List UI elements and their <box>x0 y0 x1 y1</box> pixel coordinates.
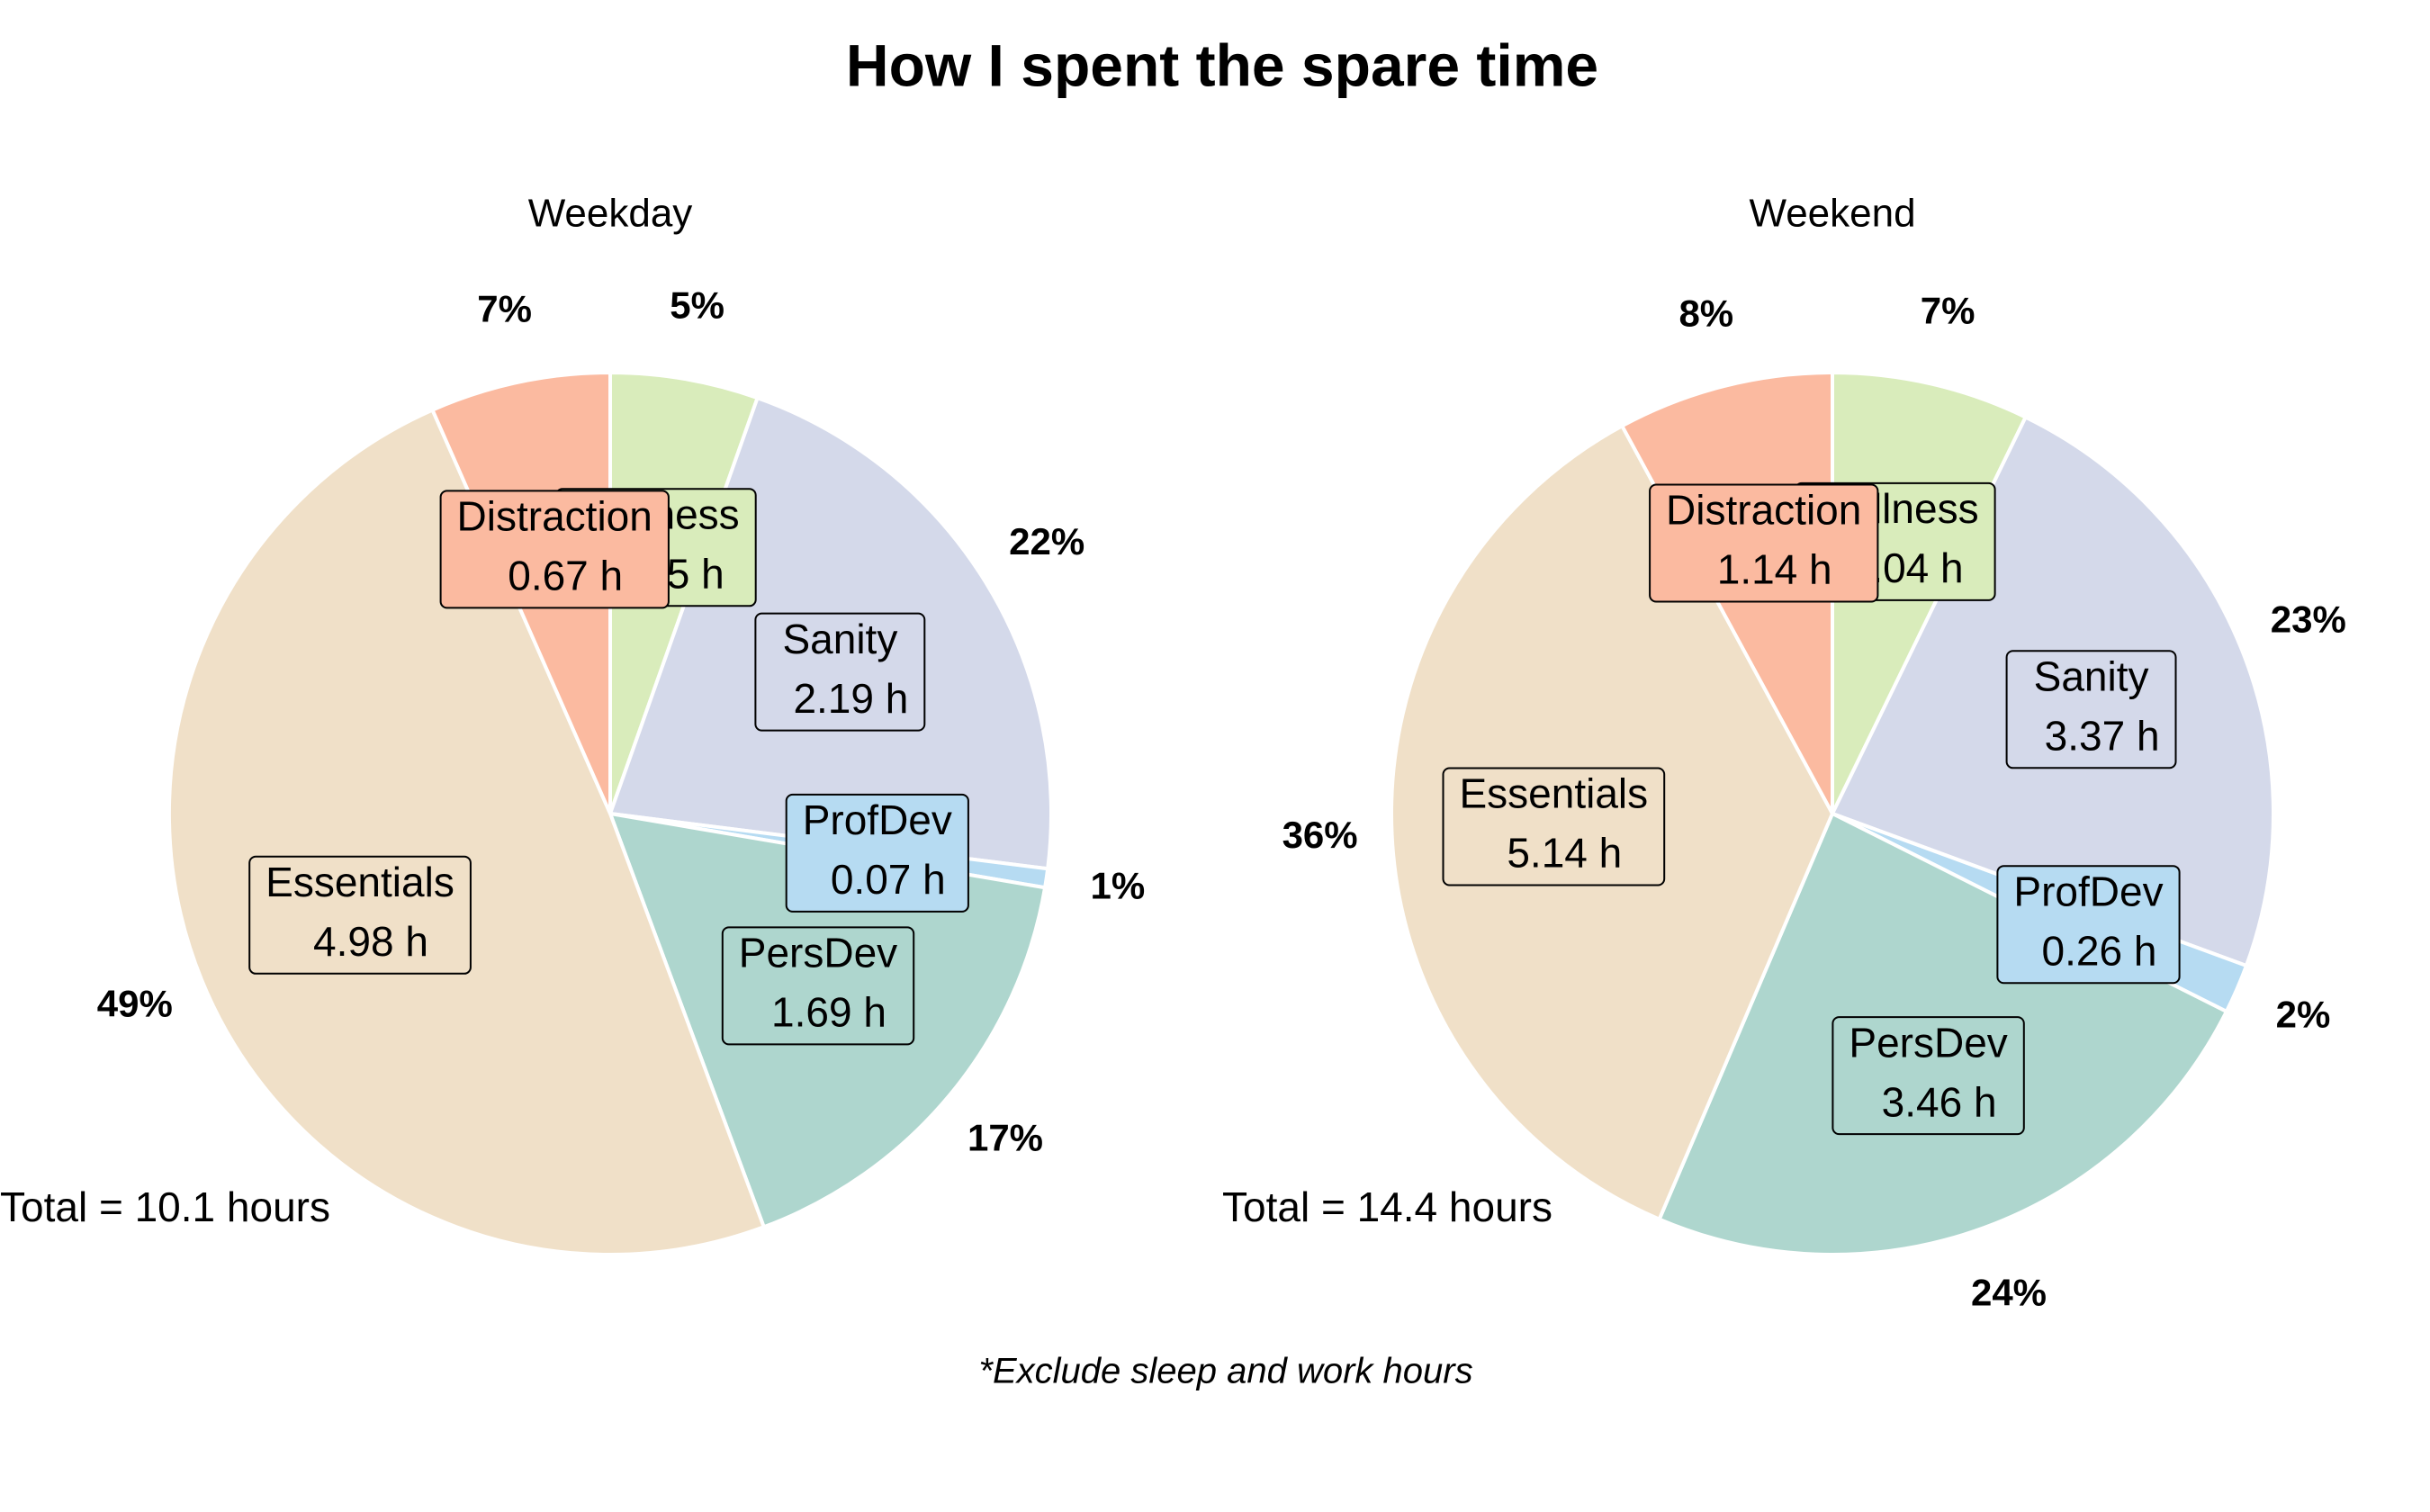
slice-label-box <box>785 793 969 913</box>
slice-label-box <box>1442 767 1666 886</box>
pie-slice-essentials <box>166 408 766 1256</box>
chart-title: How I spent the spare time <box>846 32 1598 98</box>
slice-label-distraction: Distraction 1.14 h <box>1649 483 1879 603</box>
slice-hours: 4.98 h <box>313 918 428 965</box>
slice-hours: 0.67 h <box>508 553 623 599</box>
slice-category: Sanity <box>782 616 897 662</box>
pie-title: Weekday <box>528 192 693 236</box>
slice-category: Distraction <box>1666 487 1861 534</box>
slice-label-sanity: Sanity 3.37 h <box>2005 650 2177 770</box>
pct-label-wellness: 7% <box>1921 290 1976 332</box>
slice-label-box <box>1832 1016 2025 1136</box>
slice-label-box <box>2005 650 2177 770</box>
slice-label-profdev: ProfDev 0.26 h <box>1996 865 2181 985</box>
slice-label-persdev: PersDev 3.46 h <box>1832 1016 2025 1136</box>
slice-label-box <box>754 612 926 732</box>
slice-label-distraction: Distraction 0.67 h <box>439 490 670 609</box>
slice-category: PersDev <box>1849 1019 2007 1066</box>
slice-hours: 0.26 h <box>2042 927 2157 974</box>
slice-label-profdev: ProfDev 0.07 h <box>785 793 969 913</box>
pct-label-sanity: 23% <box>2271 598 2346 640</box>
total-label: Total = 14.4 hours <box>1222 1184 1552 1230</box>
pct-label-persdev: 17% <box>968 1117 1043 1159</box>
pct-label-persdev: 24% <box>1971 1271 2047 1313</box>
slice-label-box <box>439 490 670 609</box>
slice-hours: 3.46 h <box>1882 1078 1997 1125</box>
pct-label-sanity: 22% <box>1009 520 1084 562</box>
slice-category: Essentials <box>1459 770 1648 817</box>
slice-category: PersDev <box>739 930 897 976</box>
slice-label-box <box>248 855 472 975</box>
slice-label-box <box>1996 865 2181 985</box>
slice-hours: 1.69 h <box>771 989 886 1036</box>
slice-category: Distraction <box>457 493 652 540</box>
pct-label-essentials: 49% <box>97 982 173 1024</box>
pct-label-profdev: 1% <box>1091 865 1146 907</box>
pct-label-wellness: 5% <box>670 284 724 326</box>
total-label: Total = 10.1 hours <box>0 1184 330 1230</box>
slice-hours: 3.37 h <box>2045 712 2160 759</box>
slice-label-box <box>721 926 915 1046</box>
slice-hours: 0.07 h <box>831 856 946 903</box>
slice-category: ProfDev <box>2013 868 2163 914</box>
slice-hours: 2.19 h <box>793 675 908 722</box>
slice-category: ProfDev <box>803 796 952 843</box>
pct-label-distraction: 7% <box>477 287 532 329</box>
slice-label-box <box>1649 483 1879 603</box>
pct-label-profdev: 2% <box>2276 994 2331 1036</box>
slice-label-essentials: Essentials 5.14 h <box>1442 767 1666 886</box>
slice-hours: 5.14 h <box>1507 830 1622 877</box>
pct-label-distraction: 8% <box>1678 292 1733 335</box>
pct-label-essentials: 36% <box>1282 814 1358 856</box>
footnote-caption: *Exclude sleep and work hours <box>978 1352 1472 1391</box>
slice-label-sanity: Sanity 2.19 h <box>754 612 926 732</box>
slice-hours: 1.14 h <box>1717 546 1832 593</box>
slice-category: Sanity <box>2034 652 2149 699</box>
pie-title: Weekend <box>1749 192 1915 236</box>
slice-label-persdev: PersDev 1.69 h <box>721 926 915 1046</box>
slice-category: Essentials <box>266 859 454 905</box>
slice-label-essentials: Essentials 4.98 h <box>248 855 472 975</box>
pie-weekday: Weekday 5%22%1%17%49%7% Wellness0.55 hSa… <box>0 192 1146 1256</box>
